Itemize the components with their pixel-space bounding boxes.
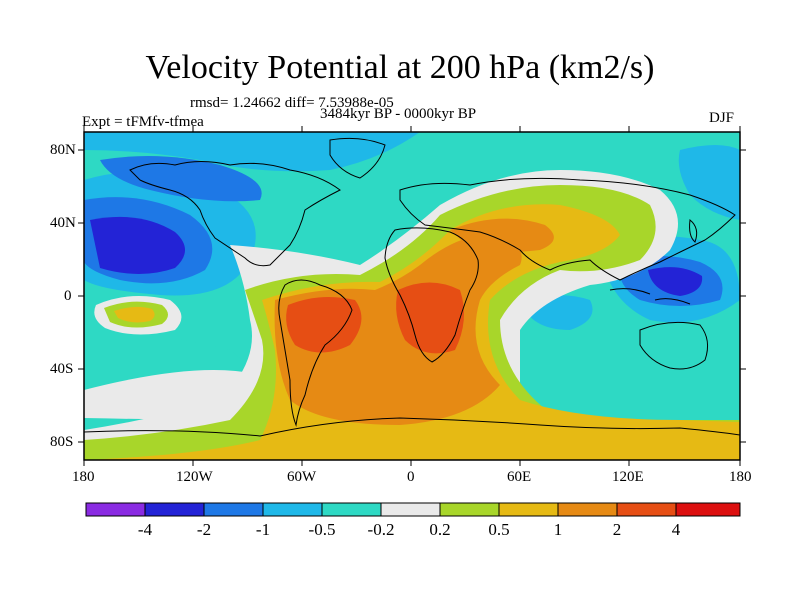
velocity-potential-field [84,132,740,460]
colorbar-bin-0 [85,502,146,517]
eurasia-coast [399,177,736,281]
lon-tick-label: 60E [507,469,532,485]
lat-tick-label: 80S [50,434,74,450]
contour-pacific-positive-core [114,306,155,323]
antarctica-coast [84,417,740,437]
map-ticks [78,126,746,466]
period-label: 3484kyr BP - 0000kyr BP [320,106,477,122]
contour-north-pacific-center [90,216,185,274]
colorbar-bin-3 [262,502,323,517]
colorbar-bin-4 [321,502,382,517]
colorbar-label: 0.5 [488,520,510,539]
lon-tick-label: 60W [287,469,317,485]
indonesia-coast [609,288,691,305]
colorbar-bin-7 [498,502,559,517]
colorbar-label: -2 [196,520,212,539]
lon-tick-label: 180 [72,469,95,485]
lon-tick-label: 180 [729,469,752,485]
colorbar-bin-8 [557,502,618,517]
contour-east-siberia-low [678,145,740,220]
map-title: Velocity Potential at 200 hPa (km2/s) [145,49,655,86]
colorbar-bin-1 [144,502,205,517]
lat-tick-label: 40S [50,361,74,377]
colorbar-bin-2 [203,502,264,517]
colorbar-bin-10 [675,502,741,517]
colorbar-bin-5 [380,502,441,517]
lat-tick-label: 0 [64,288,72,304]
colorbar-label: -4 [137,520,153,539]
contour-canada-low [100,156,262,202]
greenland-coast [329,137,386,179]
stats-label: rmsd= 1.24662 diff= 7.53988e-05 [190,95,394,111]
colorbar-bin-6 [439,502,500,517]
colorbar-label: 2 [612,520,622,539]
colorbar-label: -0.2 [367,520,395,539]
contour-south-america-max [286,296,362,353]
lon-tick-label: 120E [612,469,644,485]
colorbar-label: -0.5 [308,520,336,539]
lat-tick-label: 80N [50,142,76,158]
contour-arctic-low [84,132,420,172]
coastlines [84,137,740,437]
contour-wpacific-center [648,267,703,296]
contour-positive-orange [274,235,522,425]
south-america-coast [278,279,353,427]
contour-positive-orange-ne [450,218,554,253]
lat-tick-label: 40N [50,215,76,231]
africa-coast [384,227,479,363]
colorbar-label: 4 [671,520,681,539]
japan-coast [689,219,698,243]
north-america-coast [129,161,341,267]
colorbar-bin-9 [616,502,677,517]
season-label: DJF [709,110,735,126]
contour-africa-max [396,282,464,354]
colorbar-label: -1 [255,520,271,539]
colorbar-label: 0.2 [429,520,451,539]
lon-tick-label: 0 [407,469,415,485]
colorbar [85,502,741,517]
lon-tick-label: 120W [176,469,213,485]
colorbar-label: 1 [553,520,563,539]
experiment-label: Expt = tFMfv-tfmea [82,114,204,130]
australia-coast [639,321,709,370]
